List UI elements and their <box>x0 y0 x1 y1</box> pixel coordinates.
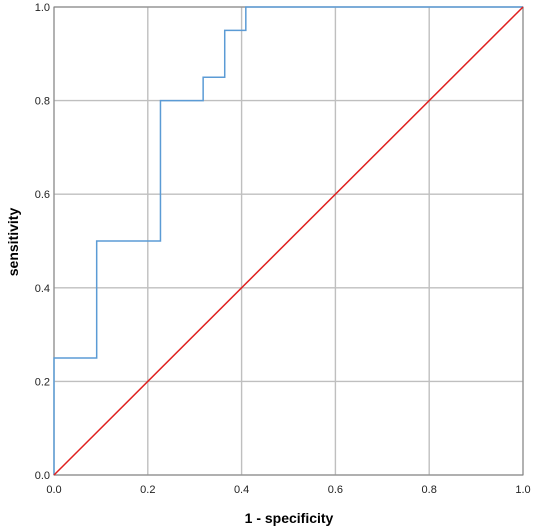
x-tick-label-4: 0.8 <box>422 484 437 496</box>
roc-curve-line <box>53 6 523 475</box>
y-tick-label-5: 1.0 <box>35 2 50 14</box>
y-axis-title: sensitivity <box>5 208 21 277</box>
y-tick-label-0: 0.0 <box>35 470 50 482</box>
x-tick-label-2: 0.4 <box>234 484 249 496</box>
y-tick-label-3: 0.6 <box>35 189 50 201</box>
x-tick-label-3: 0.6 <box>328 484 343 496</box>
reference-diagonal-line <box>53 6 524 476</box>
y-tick-labels: 0.0 0.2 0.4 0.6 0.8 1.0 <box>35 2 50 482</box>
x-axis-title: 1 - specificity <box>245 510 334 526</box>
x-tick-label-0: 0.0 <box>46 484 61 496</box>
y-tick-label-4: 0.8 <box>35 96 50 108</box>
x-tick-labels: 0.0 0.2 0.4 0.6 0.8 1.0 <box>46 484 530 496</box>
x-tick-label-1: 0.2 <box>140 484 155 496</box>
y-tick-label-2: 0.4 <box>35 283 50 295</box>
y-tick-label-1: 0.2 <box>35 376 50 388</box>
x-tick-label-5: 1.0 <box>515 484 530 496</box>
series-layer <box>53 6 524 476</box>
